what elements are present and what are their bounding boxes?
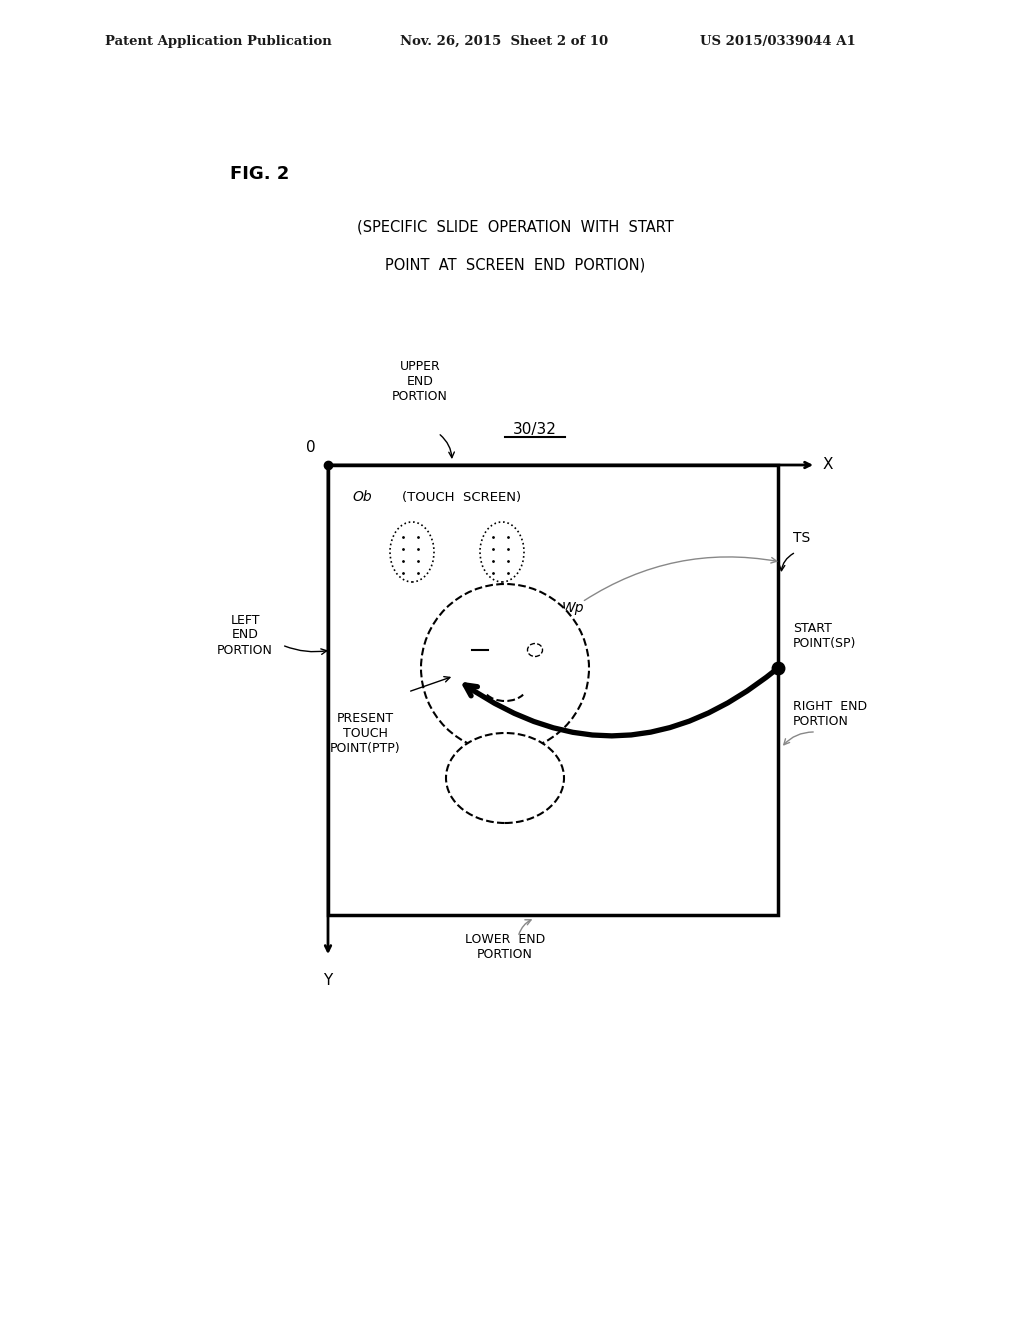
Text: LEFT
END
PORTION: LEFT END PORTION (217, 614, 273, 656)
Text: FIG. 2: FIG. 2 (230, 165, 290, 183)
Text: (TOUCH  SCREEN): (TOUCH SCREEN) (402, 491, 521, 503)
Text: PRESENT
TOUCH
POINT(PTP): PRESENT TOUCH POINT(PTP) (330, 711, 400, 755)
Text: POINT  AT  SCREEN  END  PORTION): POINT AT SCREEN END PORTION) (385, 257, 645, 273)
Ellipse shape (480, 521, 524, 582)
Circle shape (421, 583, 589, 752)
Text: US 2015/0339044 A1: US 2015/0339044 A1 (700, 36, 856, 48)
Text: TS: TS (793, 531, 810, 545)
Ellipse shape (446, 733, 564, 822)
Text: LOWER  END
PORTION: LOWER END PORTION (465, 933, 545, 961)
Ellipse shape (390, 521, 434, 582)
FancyArrowPatch shape (465, 669, 776, 735)
Text: 30/32: 30/32 (513, 422, 557, 437)
Bar (328, 465, 778, 915)
Text: Nov. 26, 2015  Sheet 2 of 10: Nov. 26, 2015 Sheet 2 of 10 (400, 36, 608, 48)
Text: UPPER
END
PORTION: UPPER END PORTION (392, 360, 447, 403)
Text: RIGHT  END
PORTION: RIGHT END PORTION (793, 700, 867, 729)
Text: (SPECIFIC  SLIDE  OPERATION  WITH  START: (SPECIFIC SLIDE OPERATION WITH START (356, 220, 674, 235)
Text: Patent Application Publication: Patent Application Publication (105, 36, 332, 48)
Ellipse shape (527, 644, 543, 656)
Text: Wp: Wp (562, 601, 585, 615)
Text: Y: Y (324, 973, 333, 987)
Text: START
POINT(SP): START POINT(SP) (793, 622, 856, 649)
Text: Ob: Ob (352, 490, 372, 504)
Text: X: X (823, 458, 834, 473)
Text: 0: 0 (306, 440, 316, 455)
